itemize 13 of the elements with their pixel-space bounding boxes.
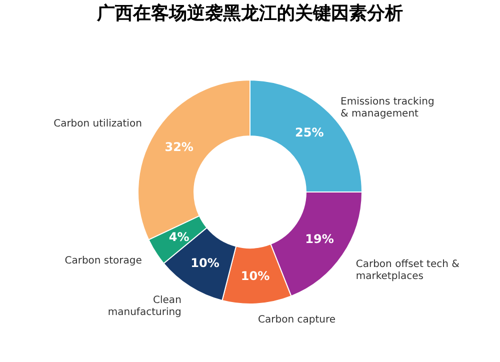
slice-label: Carbon utilization: [54, 118, 142, 130]
chart-title: 广西在客场逆袭黑龙江的关键因素分析: [96, 3, 403, 24]
slice-label: Clean manufacturing: [108, 295, 182, 318]
data-label: 10%: [190, 256, 220, 270]
data-label: 32%: [164, 140, 194, 154]
slice-label: Carbon offset tech & marketplaces: [356, 258, 460, 282]
data-label: 10%: [240, 268, 270, 283]
data-label: 4%: [168, 230, 190, 244]
data-label: 19%: [305, 232, 334, 246]
slice-label: Carbon storage: [64, 256, 142, 267]
slice-label: Carbon capture: [258, 314, 336, 326]
slice-label: Emissions tracking & management: [340, 96, 434, 120]
data-label: 25%: [295, 126, 324, 140]
